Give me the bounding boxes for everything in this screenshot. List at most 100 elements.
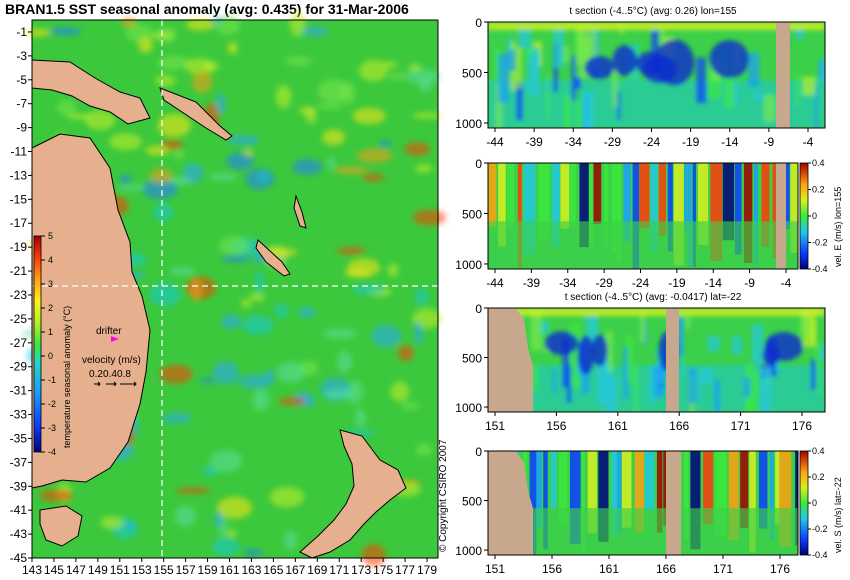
section-xtick-label: -24 [643,135,661,149]
anomaly-patch [412,209,447,226]
anomaly-patch [216,496,253,519]
map-ytick-label: -7 [16,97,27,111]
anomaly-patch [227,135,260,146]
velocity-stripe [743,163,753,264]
map-ytick-label: -35 [10,431,28,445]
anomaly-patch [252,388,270,411]
section-xtick-label: -24 [632,276,650,290]
map-ytick-label: -33 [10,408,28,422]
velocity-stripe [488,163,497,227]
map-ytick-label: -5 [16,73,27,87]
map-colorbar-tick-label: 0 [48,351,53,361]
map-xtick-label: 173 [351,563,371,577]
anomaly-patch [149,168,173,184]
velocity-stripe [761,163,770,247]
map-colorbar-tick-label: 2 [48,303,53,313]
anomaly-patch [356,148,393,163]
temperature-patch [633,364,639,412]
velocity-stripe [683,451,689,541]
section-ytick-label: 500 [462,207,482,221]
temperature-patch [570,338,579,388]
land-solomon-islands [159,87,233,141]
section-xtick-label: -4 [781,276,792,290]
section-frame [487,307,826,413]
temperature-patch [498,53,509,103]
velocity-stripe [753,163,759,265]
velocity-stripe [784,163,790,230]
anomaly-patch [257,171,270,183]
anomaly-patch [202,465,218,477]
anomaly-patch [276,361,305,384]
velocity-arrow-0-8 [120,381,137,387]
anomaly-patch [415,443,433,457]
temperature-patch [571,323,582,343]
temperature-patch [594,317,598,348]
anomaly-patch [162,412,193,424]
velocity-stripe [611,163,617,252]
anomaly-patch [322,129,346,146]
section-xtick-label: 156 [542,562,562,576]
section-panel-3: 151 156 161 166 171 176 0 500 1000 [455,302,826,433]
map-ytick-label: -39 [10,479,28,493]
anomaly-patch [84,110,116,131]
temperature-patch [529,364,538,390]
anomaly-patch [214,511,223,528]
drifter-marker-icon [111,336,119,342]
velocity-stripe [734,163,742,255]
temperature-patch [731,336,742,355]
map-ytick-label: -13 [10,168,28,182]
land-vanuatu [293,194,307,229]
map-xtick-label: 175 [373,563,393,577]
anomaly-patch [316,103,343,110]
anomaly-patch [334,166,368,174]
anomaly-patch [183,163,204,183]
section-xtick-label: 151 [485,419,505,433]
map-colorbar-tick-label: -3 [48,423,56,433]
section-xtick-label: 161 [599,562,619,576]
anomaly-patch [275,303,288,319]
temperature-patch [800,311,810,335]
temperature-patch [674,316,684,355]
map-ytick-label: -23 [10,288,28,302]
temperature-patch [586,26,597,69]
section-ytick-label: 0 [475,157,482,171]
temperature-patch [748,52,760,88]
temperature-patch [820,58,825,85]
section-frame [487,450,799,556]
anomaly-patch [25,28,51,37]
velocity-stripe [616,163,622,262]
temperature-patch [764,95,776,122]
velocity-stripe [569,163,576,228]
section-xtick-label: -39 [523,276,541,290]
temperature-patch [686,314,691,329]
velocity-stripe [550,451,557,509]
section-land [776,163,786,269]
velocity-stripe [658,163,666,237]
anomaly-patch [414,321,423,345]
map-ytick-label: -29 [10,360,28,374]
velocity-scale-value: 0.2 [89,369,103,380]
temperature-patch [562,337,570,388]
temperature-patch [553,27,565,68]
velocity-scale-value: 0.8 [117,369,131,380]
surface-band [488,22,825,30]
velocity-stripe [581,451,585,555]
map-ytick-label: -27 [10,336,28,350]
anomaly-patch [275,85,292,109]
section-colorbar-label: vel. S (m/s) lat=-22 [833,477,843,553]
anomaly-patch [121,16,137,28]
section-xtick-label: 176 [770,562,790,576]
velocity-stripe [621,451,632,528]
map-xtick-label: 145 [44,563,64,577]
anomaly-patch [269,486,305,508]
velocity-stripe [588,163,594,250]
anomaly-patch [39,489,74,502]
anomaly-patch [387,263,399,278]
anomaly-patch [192,70,213,94]
temperature-patch [552,368,557,394]
cold-core [544,331,579,355]
anomaly-patch [400,402,419,410]
velocity-stripe [667,163,673,252]
section-colorbar-tick-label: -0.4 [812,550,828,560]
anomaly-patch [56,100,77,116]
